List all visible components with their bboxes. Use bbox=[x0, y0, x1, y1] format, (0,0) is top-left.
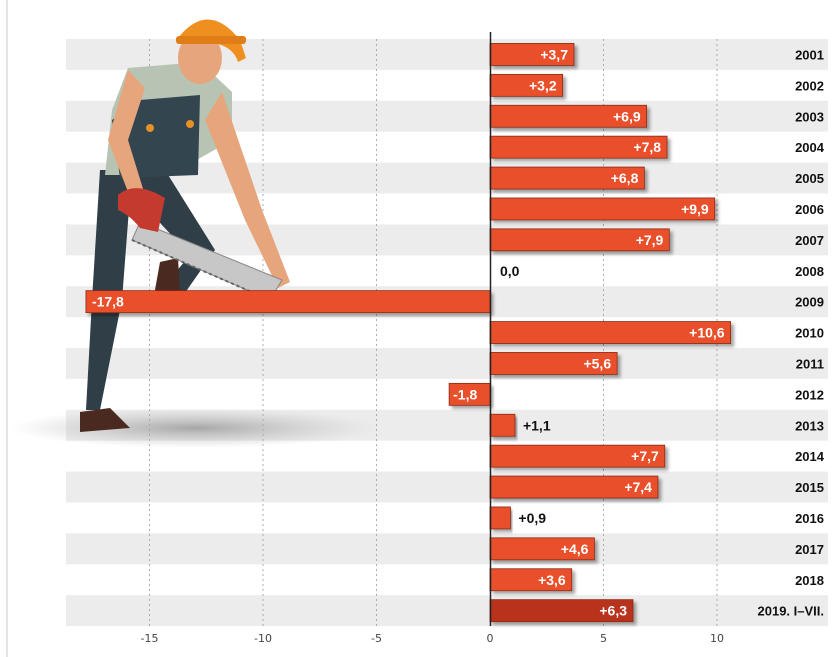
year-label: 2015 bbox=[795, 480, 824, 495]
bar-value-label: +3,7 bbox=[540, 46, 568, 62]
bar-value-label: +6,8 bbox=[611, 170, 639, 186]
x-tick-label: -5 bbox=[371, 632, 382, 645]
bar bbox=[489, 506, 511, 530]
year-label: 2009 bbox=[795, 295, 824, 310]
bar-value-label: +3,6 bbox=[538, 572, 566, 588]
year-label: 2006 bbox=[795, 202, 824, 217]
bar-value-label: -1,8 bbox=[453, 386, 477, 402]
construction-worker-sawing-bar-icon bbox=[10, 19, 380, 448]
year-label: 2003 bbox=[795, 109, 824, 124]
year-label: 2005 bbox=[795, 171, 824, 186]
x-tick-label: -10 bbox=[254, 632, 272, 645]
bar-value-label: +10,6 bbox=[689, 325, 725, 341]
year-label: 2010 bbox=[795, 326, 824, 341]
year-label: 2001 bbox=[795, 47, 824, 62]
row-stripe bbox=[66, 348, 828, 379]
year-label: 2019. I–VII. bbox=[758, 604, 825, 619]
bar bbox=[85, 290, 491, 314]
x-tick-label: 0 bbox=[487, 632, 494, 645]
year-label: 2018 bbox=[795, 573, 824, 588]
bar-value-label: +3,2 bbox=[529, 77, 557, 93]
x-axis-ticks: -15 -10 -5 0 5 10 bbox=[141, 632, 724, 645]
x-tick-label: -15 bbox=[141, 632, 159, 645]
bar-value-label: +7,4 bbox=[624, 479, 652, 495]
year-label: 2004 bbox=[795, 140, 825, 155]
row-stripe bbox=[66, 471, 828, 503]
x-tick-label: 5 bbox=[600, 632, 607, 645]
year-label: 2002 bbox=[795, 78, 824, 93]
bar-value-label: +1,1 bbox=[523, 417, 551, 433]
row-stripe bbox=[66, 595, 828, 627]
bar-value-label: +0,9 bbox=[518, 510, 546, 526]
bar-value-label: +6,9 bbox=[613, 108, 641, 124]
year-label: 2017 bbox=[795, 542, 824, 557]
bar-value-label: +5,6 bbox=[583, 355, 611, 371]
year-label: 2007 bbox=[795, 233, 824, 248]
bar bbox=[489, 413, 516, 437]
bar-value-label: +9,9 bbox=[681, 201, 709, 217]
bar-value-label: +7,7 bbox=[631, 448, 659, 464]
bar-value-label: +4,6 bbox=[561, 541, 589, 557]
x-tick-label: 10 bbox=[710, 632, 724, 645]
year-label: 2013 bbox=[795, 418, 824, 433]
bar-value-label: +7,9 bbox=[636, 232, 664, 248]
year-label: 2012 bbox=[795, 387, 824, 402]
bar-value-label: -17,8 bbox=[92, 294, 124, 310]
bar-value-label: +6,3 bbox=[599, 603, 627, 619]
year-label: 2011 bbox=[796, 356, 824, 371]
row-stripe bbox=[66, 533, 828, 565]
year-label: 2008 bbox=[795, 264, 824, 279]
bar-value-label: +7,8 bbox=[633, 139, 661, 155]
bar-value-label: 0,0 bbox=[500, 263, 520, 279]
year-label: 2014 bbox=[795, 449, 825, 464]
year-label: 2016 bbox=[795, 511, 824, 526]
